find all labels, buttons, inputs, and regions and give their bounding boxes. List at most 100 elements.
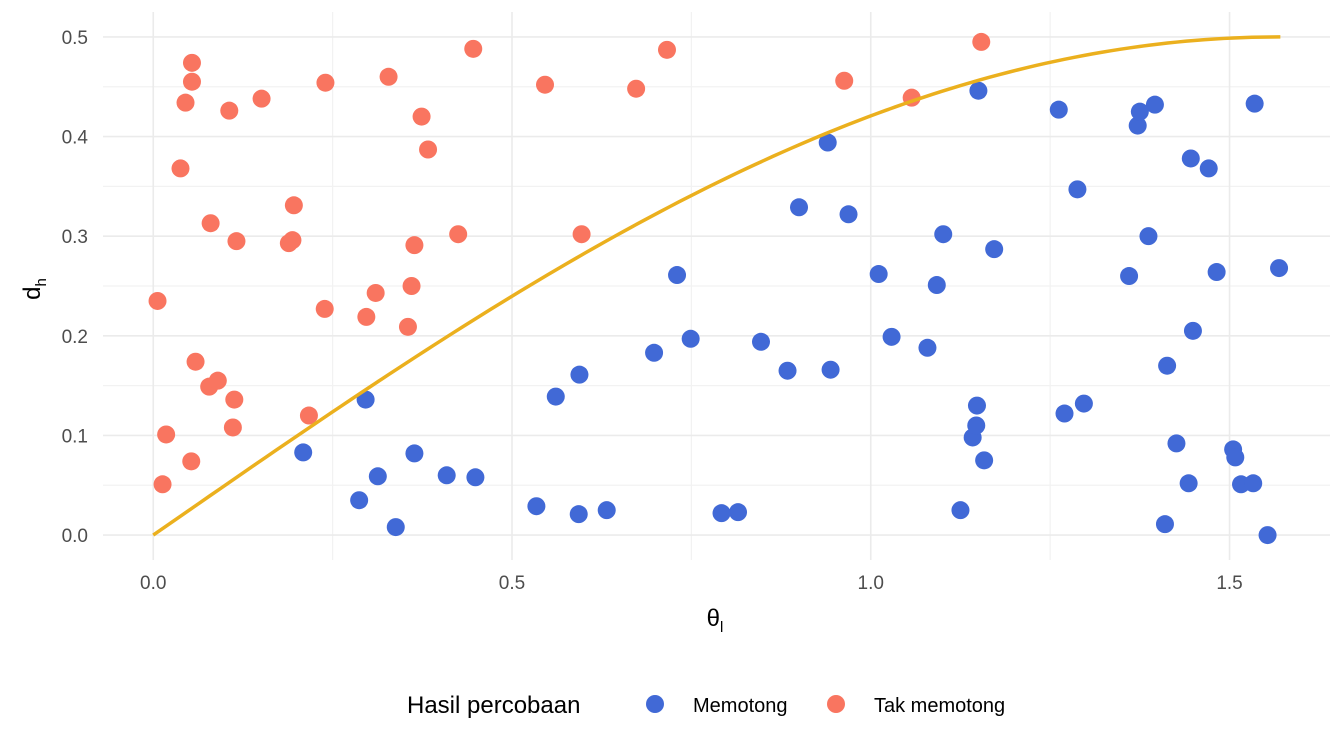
point-tak-memotong [223,418,242,437]
point-memotong [1074,394,1093,413]
point-tak-memotong [419,140,438,159]
point-memotong [951,501,970,520]
point-memotong [821,360,840,379]
point-tak-memotong [182,72,201,91]
point-memotong [985,240,1004,259]
legend: Hasil percobaan Memotong Tak memotong [407,692,1005,719]
point-memotong [729,503,748,522]
point-memotong [645,343,664,362]
point-memotong [882,327,901,346]
point-memotong [569,505,588,524]
x-tick-label: 1.5 [1216,573,1242,594]
point-memotong [1145,95,1164,114]
point-tak-memotong [201,214,220,233]
point-tak-memotong [182,452,201,471]
point-memotong [1226,448,1245,467]
point-memotong [818,133,837,152]
point-tak-memotong [186,352,205,371]
y-tick-label: 0.4 [62,128,89,149]
point-memotong [1270,259,1289,278]
point-tak-memotong [220,101,239,120]
point-memotong [934,225,953,244]
point-memotong [778,361,797,380]
y-tick-label: 0.3 [62,227,88,248]
point-tak-memotong [171,159,190,178]
legend-label-memotong: Memotong [693,695,788,717]
point-memotong [1155,515,1174,534]
point-tak-memotong [536,75,555,94]
point-tak-memotong [176,93,195,112]
point-memotong [546,387,565,406]
point-memotong [790,198,809,217]
x-tick-label: 0.5 [499,573,525,594]
point-tak-memotong [357,307,376,326]
point-memotong [1179,474,1198,493]
point-tak-memotong [252,89,271,108]
point-tak-memotong [208,371,227,390]
point-memotong [1183,321,1202,340]
point-tak-memotong [412,107,431,126]
point-memotong [869,265,888,284]
point-memotong [967,416,986,435]
legend-key-memotong [646,695,664,713]
point-memotong [969,81,988,100]
point-tak-memotong [299,406,318,425]
legend-label-tak-memotong: Tak memotong [874,695,1005,717]
point-tak-memotong [284,196,303,215]
point-memotong [1181,149,1200,168]
point-tak-memotong [405,236,424,255]
point-tak-memotong [157,425,176,444]
point-tak-memotong [182,53,201,72]
legend-title: Hasil percobaan [407,692,580,719]
point-tak-memotong [835,71,854,90]
point-memotong [1120,267,1139,286]
point-memotong [350,491,369,510]
point-tak-memotong [627,79,646,98]
point-memotong [1167,434,1186,453]
point-memotong [967,396,986,415]
point-tak-memotong [449,225,468,244]
point-memotong [1128,116,1147,135]
boundary-curve-line [152,35,1281,537]
x-tick-label: 0.0 [140,573,166,594]
point-memotong [466,468,485,487]
point-memotong [1049,100,1068,119]
point-memotong [1199,159,1218,178]
y-tick-label: 0.1 [62,426,88,447]
point-tak-memotong [464,39,483,58]
point-memotong [1244,474,1263,493]
point-memotong [1055,404,1074,423]
point-memotong [1139,227,1158,246]
point-memotong [570,365,589,384]
point-memotong [1158,356,1177,375]
point-memotong [597,501,616,520]
point-memotong [527,497,546,516]
y-axis-tick-labels: 0.0 0.1 0.2 0.3 0.4 0.5 [62,28,89,547]
point-memotong [368,467,387,486]
point-memotong [668,266,687,285]
point-memotong [1207,263,1226,282]
y-tick-label: 0.5 [62,28,88,49]
point-tak-memotong [227,232,246,251]
point-memotong [975,451,994,470]
point-tak-memotong [379,67,398,86]
point-memotong [918,338,937,357]
point-memotong [405,444,424,463]
point-tak-memotong [398,317,417,336]
x-axis-title: θl [707,605,724,636]
point-memotong [1258,526,1277,545]
legend-key-tak-memotong [827,695,845,713]
point-memotong [839,205,858,224]
x-axis-tick-labels: 0.0 0.5 1.0 1.5 [140,573,1243,594]
point-tak-memotong [572,225,591,244]
point-memotong [1245,94,1264,113]
x-tick-label: 1.0 [858,573,884,594]
point-memotong [1068,180,1087,199]
point-memotong [751,332,770,351]
y-axis-title: dh [19,278,50,300]
y-tick-label: 0.0 [62,526,88,547]
point-tak-memotong [315,299,334,318]
point-memotong [1130,102,1149,121]
grid-major-lines [103,12,1330,560]
